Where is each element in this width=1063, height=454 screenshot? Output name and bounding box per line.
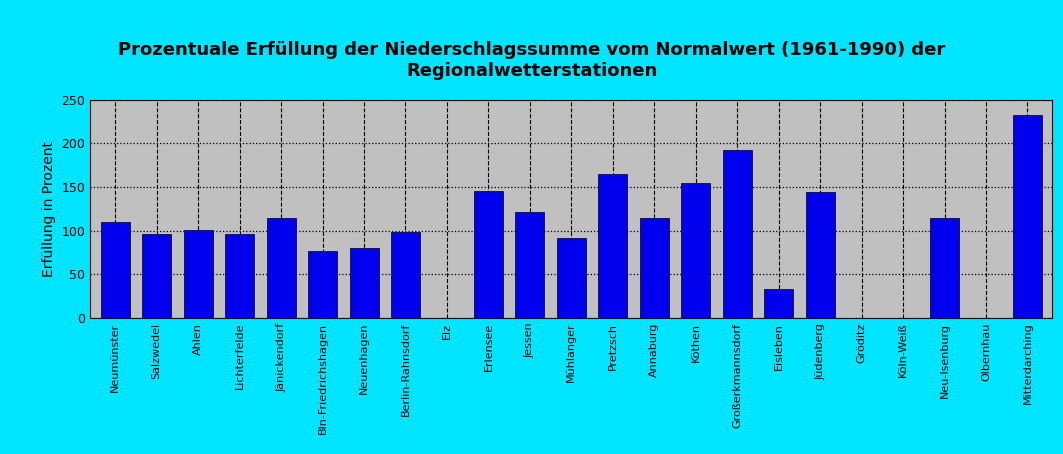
Bar <box>474 191 503 318</box>
Bar <box>267 217 296 318</box>
Bar <box>225 234 254 318</box>
Bar <box>806 192 834 318</box>
Y-axis label: Erfüllung in Prozent: Erfüllung in Prozent <box>43 141 56 277</box>
Bar <box>350 248 378 318</box>
Bar <box>101 222 130 318</box>
Bar <box>681 183 710 318</box>
Bar <box>598 174 627 318</box>
Bar <box>930 217 959 318</box>
Bar <box>557 238 586 318</box>
Bar <box>1013 115 1042 318</box>
Bar <box>723 149 752 318</box>
Bar <box>516 212 544 318</box>
Text: Prozentuale Erfüllung der Niederschlagssumme vom Normalwert (1961-1990) der
Regi: Prozentuale Erfüllung der Niederschlagss… <box>118 41 945 79</box>
Bar <box>184 230 213 318</box>
Bar <box>640 217 669 318</box>
Bar <box>764 289 793 318</box>
Bar <box>142 234 171 318</box>
Bar <box>308 251 337 318</box>
Bar <box>391 232 420 318</box>
